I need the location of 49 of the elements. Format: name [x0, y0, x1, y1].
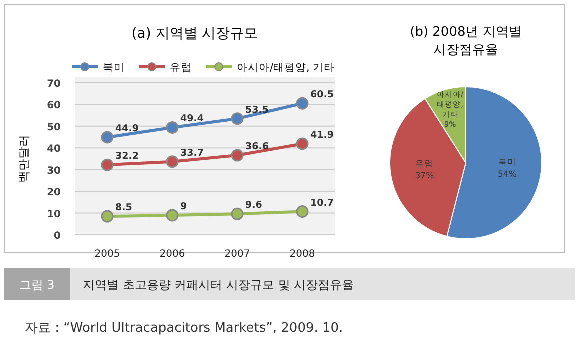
data-label: 37%: [415, 172, 434, 182]
caption: 그림 3: [19, 278, 55, 292]
y-axis-title: 백만달러: [17, 135, 31, 183]
point: [296, 138, 309, 150]
y-tick-label: 20: [47, 188, 62, 199]
point: [231, 149, 244, 162]
point: [166, 121, 179, 134]
y-tick-label: 40: [47, 144, 62, 156]
slice-label: 북미: [498, 158, 516, 168]
point: [101, 158, 114, 172]
y-tick-label: 10: [47, 209, 62, 220]
point: [296, 97, 309, 110]
data-label: 41.9: [310, 130, 334, 142]
data-label: 60.5: [310, 90, 334, 101]
data-label: 54%: [498, 170, 517, 180]
x-tick-label: 2006: [160, 249, 186, 260]
legend-label: 북미: [103, 62, 125, 74]
point: [231, 208, 244, 220]
x-tick-label: 2007: [224, 249, 250, 260]
data-label: 32.2: [116, 151, 139, 162]
slice-label: 유럽: [416, 160, 434, 170]
data-label: 8.5: [116, 202, 132, 214]
chart-title: (b) 2008년 지역별 시장점유율: [410, 25, 522, 58]
legend-label: 유럽: [170, 62, 192, 74]
point: [166, 156, 179, 168]
text: 지역별 초고용량 커패시터 시장규모 및 시장점유율: [83, 278, 354, 292]
point: [296, 206, 309, 218]
data-label: 9: [180, 201, 188, 212]
chart-title: (a) 지역별 시장규모: [132, 26, 258, 42]
data-label: 10.7: [310, 198, 334, 209]
point: [101, 210, 114, 223]
y-tick-label: 50: [47, 122, 62, 134]
x-tick-label: 2005: [94, 249, 120, 260]
data-label: 49.4: [180, 114, 204, 125]
data-label: 53.5: [246, 104, 269, 116]
data-label: 36.6: [246, 142, 270, 153]
x-tick-label: 2008: [290, 249, 316, 260]
data-label: 9.6: [246, 200, 263, 212]
y-tick-label: 60: [47, 100, 62, 112]
point: [101, 131, 114, 144]
legend-label: 아시아/태평양, 기타: [237, 62, 336, 74]
point: [166, 209, 179, 222]
y-tick-label: 0: [54, 231, 62, 242]
data-label: 33.7: [180, 148, 204, 159]
text: 자료 : “World Ultracapacitors Markets”, 2009. 10.: [25, 321, 344, 336]
point: [231, 112, 244, 126]
y-tick-label: 30: [47, 166, 62, 177]
y-tick-label: 70: [47, 79, 62, 90]
data-label: 44.9: [116, 124, 139, 135]
